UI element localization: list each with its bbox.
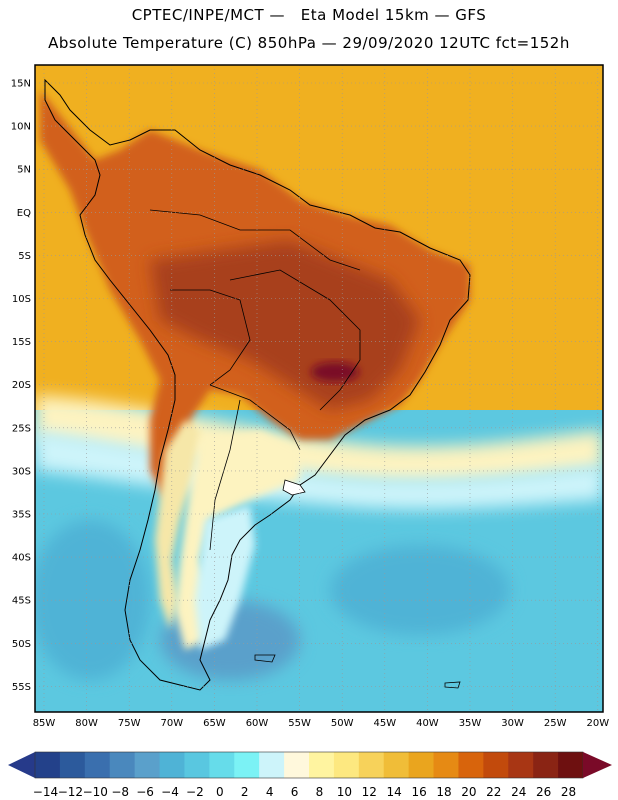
colorbar-tick-label: 24 [511,785,526,799]
lon-tick-label: 45W [373,718,396,729]
temperature-field [35,65,603,712]
colorbar-tick-label: 28 [561,785,576,799]
colorbar-tick-label: 8 [316,785,324,799]
lat-tick-label: 10S [12,294,31,305]
colorbar-swatch [109,752,136,778]
lon-tick-label: 40W [416,718,439,729]
lon-tick-label: 60W [246,718,269,729]
lat-tick-label: 15S [12,337,31,348]
colorbar-tick-label: 26 [536,785,551,799]
colorbar-tick-label: −10 [83,785,108,799]
colorbar-tick-label: 14 [387,785,402,799]
colorbar-swatch [209,752,235,778]
lat-tick-label: 30S [12,466,31,477]
lat-tick-label: 5S [18,251,31,262]
colorbar-over-arrow [583,752,612,778]
lat-tick-label: 40S [12,553,31,564]
lat-tick-label: 55S [12,682,31,693]
colorbar-swatch [333,752,360,778]
cold-patch-atlantic [330,545,510,635]
lon-tick-label: 30W [501,718,524,729]
lat-tick-label: 25S [12,423,31,434]
colorbar-boxes [34,751,584,779]
country-borders [149,209,361,551]
colorbar-swatch [84,752,111,778]
colorbar-swatch [309,752,335,778]
colorbar-tick-label: −8 [111,785,129,799]
colorbar-swatch [59,752,86,778]
lat-tick-label: 35S [12,510,31,521]
lon-tick-label: 85W [33,718,56,729]
colorbar-swatch [383,752,410,778]
lon-tick-label: 55W [288,718,311,729]
lon-tick-label: 80W [75,718,98,729]
colorbar-tick-label: 6 [291,785,299,799]
colorbar-tick-label: 4 [266,785,274,799]
falkland-islands [254,654,276,663]
south-america-coastline [44,78,471,691]
lon-tick-label: 50W [331,718,354,729]
colorbar-labels: −14 −12 −10 −8 −6 −4 −2 0 2 4 6 8 10 12 14 16 18 20 22 24 26… [33,785,576,799]
colorbar-under-arrow [8,752,35,778]
colorbar-swatch [134,752,161,778]
lagoon-shape [282,479,306,496]
colorbar-tick-label: 20 [461,785,476,799]
lon-tick-label: 35W [459,718,482,729]
colorbar-tick-label: 12 [362,785,377,799]
south-georgia-island [444,681,461,689]
colorbar-swatch [558,752,584,778]
colorbar-swatch [483,752,509,778]
lon-tick-label: 25W [544,718,567,729]
colorbar-swatch [159,752,185,778]
colorbar-tick-label: 22 [486,785,501,799]
lon-tick-label: 70W [160,718,183,729]
colorbar-swatch [35,752,61,778]
lat-tick-label: EQ [17,208,31,219]
lat-tick-label: 50S [12,639,31,650]
land-peak-hotspot [311,362,359,382]
colorbar-swatch [184,752,210,778]
lat-tick-label: 10N [11,122,31,133]
colorbar-tick-label: −14 [33,785,58,799]
lat-tick-label: 15N [11,79,31,90]
lat-lon-grid [35,65,603,712]
lat-tick-label: 5N [17,165,31,176]
ocean-cool-band [35,430,603,510]
lon-tick-label: 65W [203,718,226,729]
lat-tick-label: 20S [12,380,31,391]
colorbar-tick-label: 16 [411,785,426,799]
lon-tick-label: 75W [118,718,141,729]
colorbar-tick-label: −12 [58,785,83,799]
colorbar-swatch [234,752,260,778]
colorbar: −14 −12 −10 −8 −6 −4 −2 0 2 4 6 8 10 12 14 16 18 20 22 24 26… [8,751,612,799]
colorbar-tick-label: −6 [136,785,154,799]
latitude-labels: 15N 10N 5N EQ 5S 10S 15S 20S 25S 30S 35S 40S 45S 50S 5… [11,79,31,693]
colorbar-swatch [433,752,459,778]
colorbar-tick-label: 0 [216,785,224,799]
colorbar-tick-label: 2 [241,785,249,799]
colorbar-swatch [458,752,484,778]
colorbar-swatch [259,752,285,778]
colorbar-swatch [408,752,435,778]
colorbar-swatch [508,752,534,778]
colorbar-swatch [284,752,310,778]
map-frame-border [34,64,604,713]
header-title: CPTEC/INPE/MCT — Eta Model 15km — GFS [131,6,487,24]
header-subtitle: Absolute Temperature (C) 850hPa — 29/09/… [48,34,570,52]
colorbar-tick-label: 18 [436,785,451,799]
lon-tick-label: 20W [586,718,609,729]
colorbar-swatch [533,752,559,778]
patagonia-cool-region [195,505,255,650]
colorbar-tick-label: 10 [337,785,352,799]
lat-tick-label: 45S [12,596,31,607]
cold-patch-pacific [35,520,150,680]
colorbar-tick-label: −4 [161,785,179,799]
longitude-labels: 85W 80W 75W 70W 65W 60W 55W 50W 45W 40W 35W 30W 25W 2… [33,718,610,729]
andes-cool-strip [155,420,200,630]
colorbar-tick-label: −2 [186,785,204,799]
colorbar-swatch [358,752,385,778]
